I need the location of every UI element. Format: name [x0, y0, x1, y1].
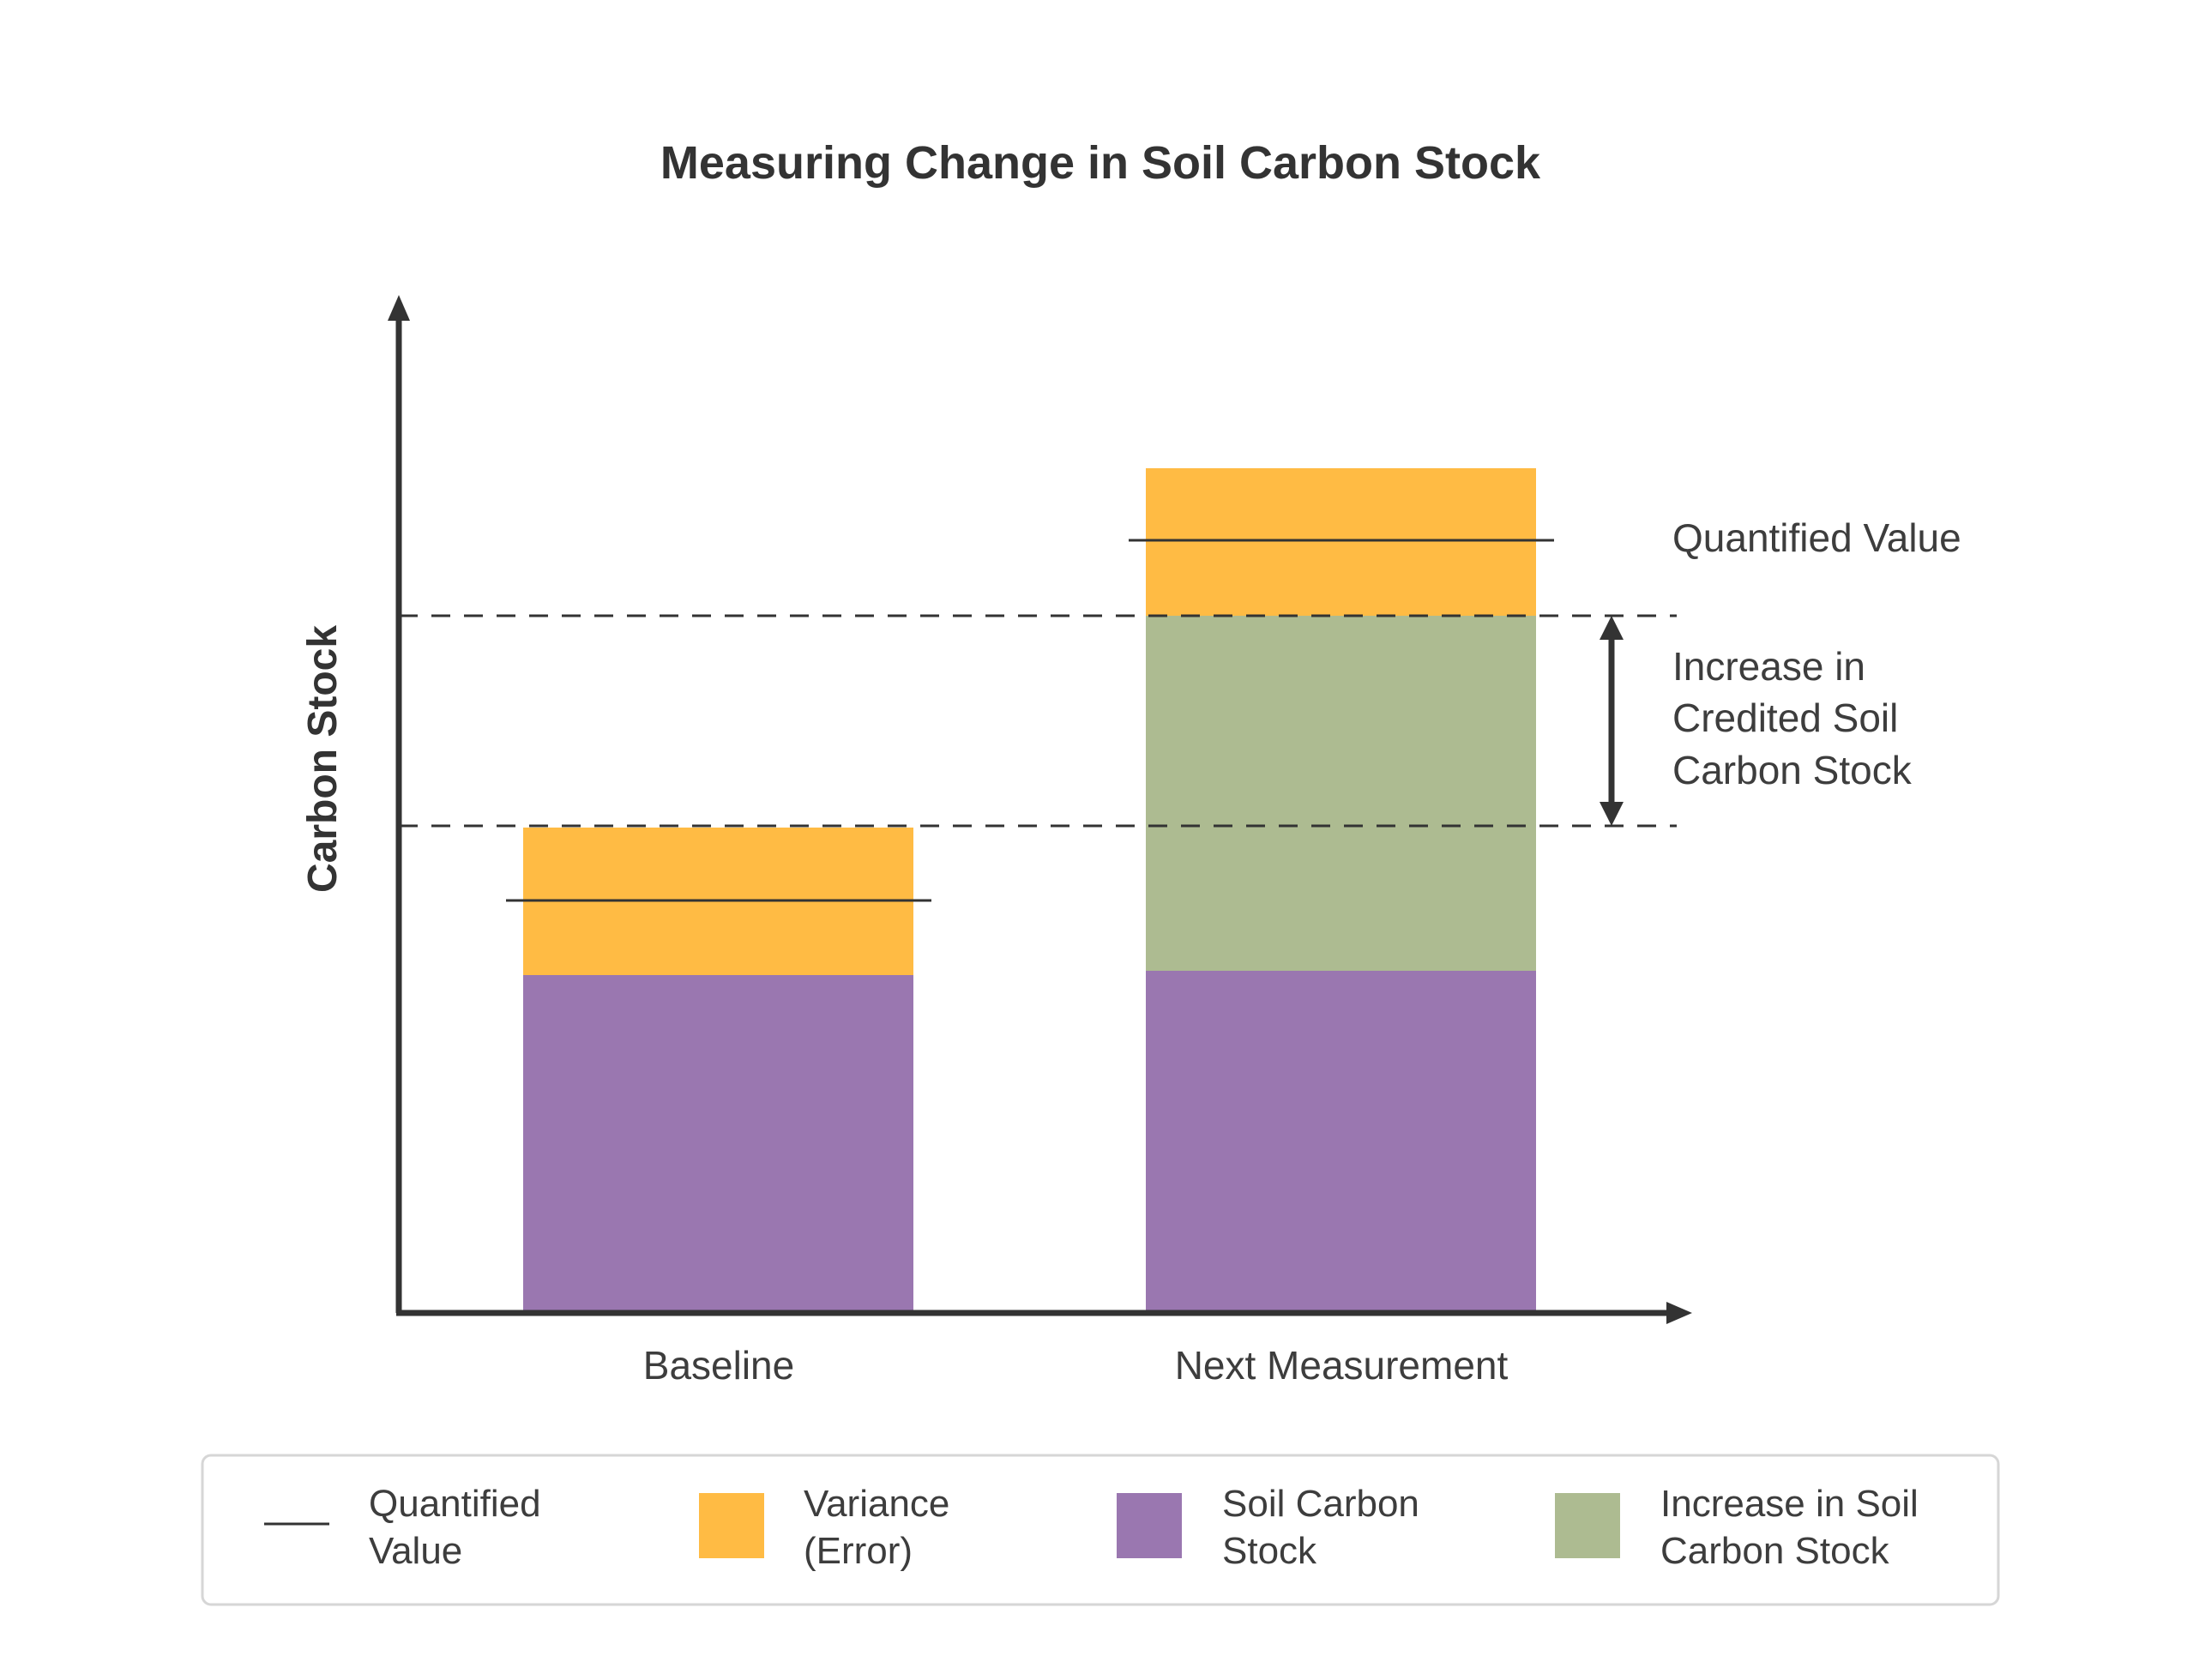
svg-text:Value: Value	[369, 1530, 462, 1572]
next-variance-segment	[1146, 468, 1536, 616]
svg-text:Increase in Soil: Increase in Soil	[1660, 1483, 1919, 1525]
legend-swatch-variance	[699, 1493, 764, 1558]
increase-double-arrow	[1600, 616, 1624, 826]
category-label-next-measurement: Next Measurement	[1175, 1343, 1509, 1388]
svg-text:Soil Carbon: Soil Carbon	[1222, 1483, 1419, 1525]
legend: Quantified Value Variance (Error) Soil C…	[201, 1454, 2000, 1606]
legend-item-increase-in-soil-carbon: Increase in Soil Carbon Stock	[1555, 1483, 1919, 1572]
annotation-quantified-value: Quantified Value	[1672, 515, 1961, 560]
svg-text:Quantified: Quantified	[369, 1483, 541, 1525]
next-increase-segment	[1146, 616, 1536, 971]
svg-text:(Error): (Error)	[804, 1530, 913, 1572]
chart-title: Measuring Change in Soil Carbon Stock	[660, 137, 1541, 189]
legend-item-quantified-value: Quantified Value	[264, 1483, 541, 1572]
y-axis	[388, 295, 410, 1313]
svg-text:Variance: Variance	[804, 1483, 949, 1525]
category-label-baseline: Baseline	[643, 1343, 794, 1388]
x-axis	[396, 1302, 1692, 1324]
svg-text:Carbon Stock: Carbon Stock	[1672, 748, 1913, 792]
legend-item-soil-carbon-stock: Soil Carbon Stock	[1117, 1483, 1419, 1572]
svg-text:Credited Soil: Credited Soil	[1672, 695, 1898, 740]
legend-swatch-soil-carbon	[1117, 1493, 1182, 1558]
legend-box	[201, 1454, 2000, 1606]
legend-swatch-increase	[1555, 1493, 1620, 1558]
svg-text:Increase in: Increase in	[1672, 644, 1865, 689]
next-soil-segment	[1146, 971, 1536, 1311]
svg-text:Carbon Stock: Carbon Stock	[1660, 1530, 1890, 1572]
legend-item-variance: Variance (Error)	[699, 1483, 949, 1572]
baseline-soil-segment	[523, 975, 913, 1311]
y-axis-label: Carbon Stock	[300, 625, 346, 893]
svg-text:Stock: Stock	[1222, 1530, 1317, 1572]
annotation-increase-credited: Increase in Credited Soil Carbon Stock	[1672, 644, 1913, 792]
